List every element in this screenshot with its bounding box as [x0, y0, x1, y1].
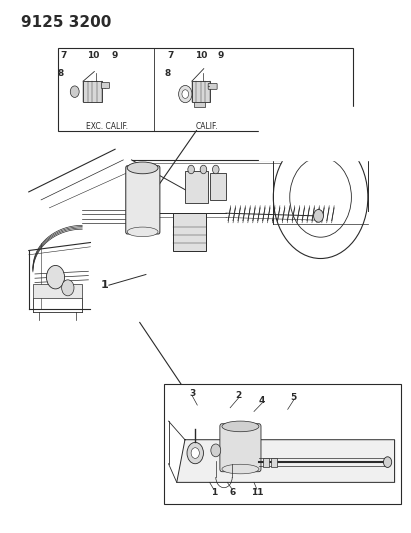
Text: 11: 11	[251, 488, 263, 497]
Circle shape	[273, 136, 368, 259]
Text: CALIF.: CALIF.	[195, 123, 218, 131]
Text: 7: 7	[167, 52, 174, 60]
Text: 1: 1	[210, 488, 217, 497]
Circle shape	[212, 165, 219, 174]
Circle shape	[70, 86, 79, 98]
Bar	[173, 213, 206, 251]
FancyBboxPatch shape	[126, 166, 160, 234]
Circle shape	[211, 444, 221, 457]
Circle shape	[188, 165, 194, 174]
Text: 2: 2	[235, 391, 242, 400]
Text: 10: 10	[195, 52, 208, 60]
Circle shape	[314, 209, 323, 222]
Text: 6: 6	[229, 488, 236, 497]
Bar	[164, 384, 401, 504]
Bar	[192, 81, 210, 102]
Text: 1: 1	[101, 280, 109, 290]
Circle shape	[46, 265, 65, 289]
Bar	[58, 48, 353, 131]
Bar	[263, 458, 269, 467]
Text: 9: 9	[111, 52, 118, 60]
Bar	[83, 81, 102, 102]
Bar	[259, 107, 382, 160]
Ellipse shape	[222, 421, 259, 432]
FancyBboxPatch shape	[208, 84, 217, 90]
Text: 8: 8	[164, 69, 171, 78]
Text: 7: 7	[60, 52, 67, 60]
Circle shape	[62, 280, 74, 296]
Text: 10: 10	[88, 52, 100, 60]
Text: 9: 9	[218, 52, 224, 60]
Circle shape	[191, 448, 199, 458]
Ellipse shape	[127, 227, 158, 237]
FancyBboxPatch shape	[220, 424, 261, 472]
Circle shape	[182, 90, 189, 99]
Circle shape	[179, 85, 192, 103]
Bar	[194, 102, 205, 107]
Text: 9125 3200: 9125 3200	[21, 15, 111, 30]
Text: EXC. CALIF.: EXC. CALIF.	[86, 123, 128, 131]
Circle shape	[187, 442, 203, 464]
Text: 4: 4	[259, 397, 266, 405]
Ellipse shape	[222, 464, 259, 474]
Bar	[185, 171, 208, 203]
Text: 3: 3	[189, 389, 196, 398]
Bar	[210, 173, 226, 200]
Circle shape	[383, 457, 392, 467]
Ellipse shape	[127, 162, 158, 174]
Circle shape	[290, 157, 351, 237]
Text: 8: 8	[58, 69, 64, 78]
Bar	[271, 458, 277, 467]
Bar	[33, 284, 82, 298]
Polygon shape	[177, 440, 395, 482]
FancyBboxPatch shape	[101, 83, 109, 88]
Text: 5: 5	[291, 393, 297, 401]
Circle shape	[200, 165, 207, 174]
